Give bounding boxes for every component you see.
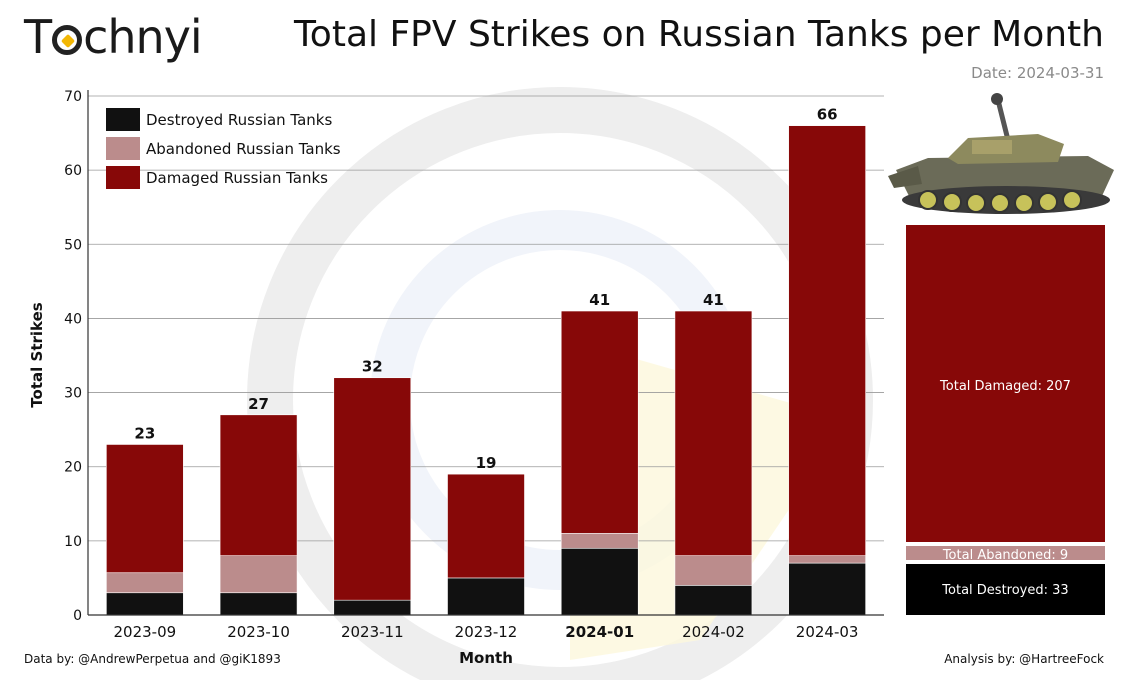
- legend-swatch-damaged: [106, 166, 140, 189]
- legend-label-damaged: Damaged Russian Tanks: [146, 169, 328, 187]
- bar-abandoned-2023-09: [106, 572, 184, 594]
- y-tick-label: 10: [64, 534, 82, 550]
- legend-label-abandoned: Abandoned Russian Tanks: [146, 140, 341, 158]
- bar-destroyed-2024-03: [788, 562, 866, 616]
- axes-group: 0 10 20 30 40 50 60 70 2023-09 2023-10 2023-11 2023…: [28, 89, 884, 667]
- y-tick-label: 70: [64, 89, 82, 105]
- summary-destroyed-label: Total Destroyed: 33: [941, 583, 1068, 598]
- bar-destroyed-2024-02: [674, 585, 753, 616]
- bar-total-label: 41: [589, 291, 610, 309]
- bar-abandoned-2023-10: [219, 555, 298, 594]
- x-axis-label: Month: [459, 649, 513, 667]
- bar-damaged-2024-03: [788, 125, 866, 556]
- x-tick-label: 2023-12: [455, 623, 518, 641]
- y-tick-label: 50: [64, 237, 82, 253]
- x-tick-label: 2023-11: [341, 623, 404, 641]
- x-tick-label: 2023-10: [227, 623, 290, 641]
- summary-abandoned-label: Total Abandoned: 9: [942, 548, 1068, 563]
- summary-destroyed-block: [906, 564, 1105, 615]
- bar-total-label: 32: [362, 358, 383, 376]
- y-tick-label: 20: [64, 460, 82, 476]
- chart-date: Date: 2024-03-31: [971, 64, 1104, 82]
- y-tick-label: 30: [64, 386, 82, 402]
- bar-destroyed-2023-11: [333, 599, 412, 616]
- summary-panel: Total Damaged: 207 Total Abandoned: 9 Tota…: [906, 225, 1105, 615]
- y-tick-label: 40: [64, 311, 82, 327]
- bar-damaged-2024-02: [674, 310, 753, 556]
- bars-group: 23 27 32 19 41 41 66: [106, 106, 866, 616]
- bar-damaged-2023-09: [106, 444, 184, 574]
- y-axis-label: Total Strikes: [28, 302, 46, 407]
- data-credit: Data by: @AndrewPerpetua and @giK1893: [24, 652, 281, 666]
- x-tick-label: 2024-01: [565, 623, 634, 641]
- summary-damaged-block: [906, 225, 1105, 542]
- bar-total-label: 41: [703, 291, 724, 309]
- legend-swatch-abandoned: [106, 137, 140, 160]
- bar-total-label: 23: [134, 424, 155, 442]
- bar-damaged-2023-11: [333, 377, 412, 601]
- bar-abandoned-2024-03: [788, 555, 866, 564]
- legend-swatch-destroyed: [106, 108, 140, 131]
- bar-destroyed-2023-10: [219, 592, 298, 616]
- x-tick-label: 2024-03: [796, 623, 859, 641]
- bar-destroyed-2023-09: [106, 592, 184, 616]
- bar-total-label: 27: [248, 395, 269, 413]
- logo-target-icon: [52, 25, 83, 55]
- tank-icon: [888, 93, 1114, 214]
- chart-title: Total FPV Strikes on Russian Tanks per M…: [293, 14, 1104, 55]
- bar-total-label: 66: [817, 106, 838, 124]
- bar-damaged-2023-12: [447, 473, 525, 579]
- summary-damaged-label: Total Damaged: 207: [939, 379, 1071, 394]
- legend: Destroyed Russian Tanks Abandoned Russian…: [106, 108, 341, 189]
- bar-abandoned-2024-02: [674, 555, 753, 586]
- analysis-credit: Analysis by: @HartreeFock: [944, 652, 1104, 666]
- y-tick-label: 0: [73, 608, 82, 624]
- bar-destroyed-2023-12: [447, 577, 525, 616]
- bar-destroyed-2024-01: [560, 547, 639, 616]
- bar-abandoned-2024-01: [560, 533, 639, 549]
- x-tick-label: 2023-09: [114, 623, 177, 641]
- x-tick-label: 2024-02: [682, 623, 745, 641]
- legend-label-destroyed: Destroyed Russian Tanks: [146, 111, 332, 129]
- bar-damaged-2024-01: [560, 310, 639, 534]
- bar-total-label: 19: [476, 454, 497, 472]
- summary-abandoned-block: [906, 546, 1105, 560]
- bar-damaged-2023-10: [219, 414, 298, 556]
- y-tick-label: 60: [64, 163, 82, 179]
